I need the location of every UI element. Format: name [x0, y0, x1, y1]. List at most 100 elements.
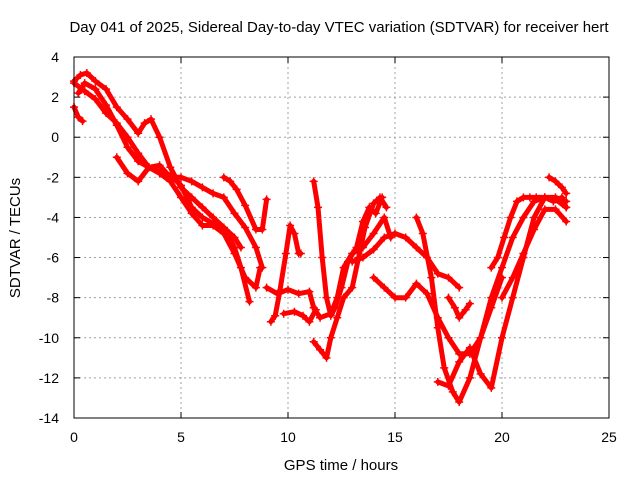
data-point-marker — [461, 305, 470, 314]
data-point-marker — [455, 357, 464, 366]
data-point-marker — [134, 177, 143, 186]
data-point-marker — [309, 337, 318, 346]
data-point-marker — [198, 221, 207, 230]
data-point-marker — [284, 285, 292, 294]
data-point-marker — [369, 245, 378, 254]
data-point-marker — [271, 311, 280, 320]
data-point-marker — [427, 273, 436, 282]
series-track-19 — [70, 103, 87, 126]
data-point-marker — [290, 307, 299, 316]
data-point-marker — [187, 209, 196, 218]
data-point-marker — [166, 173, 175, 182]
data-point-marker — [102, 85, 111, 94]
data-point-marker — [401, 293, 410, 302]
x-tick-label: 20 — [494, 429, 510, 445]
data-point-marker — [493, 253, 502, 262]
series-track-4 — [112, 153, 267, 272]
data-point-marker — [337, 283, 346, 292]
data-point-marker — [245, 297, 254, 306]
data-point-marker — [455, 313, 464, 322]
data-point-marker — [380, 213, 389, 222]
data-point-marker — [508, 273, 517, 282]
data-point-marker — [155, 169, 164, 178]
data-point-marker — [82, 69, 91, 78]
data-point-marker — [123, 143, 132, 152]
data-point-marker — [318, 253, 327, 262]
data-point-marker — [500, 233, 509, 242]
data-point-marker — [508, 293, 517, 302]
data-point-marker — [423, 289, 432, 298]
data-point-marker — [465, 343, 474, 352]
data-point-marker — [76, 71, 85, 80]
data-point-marker — [440, 363, 449, 372]
data-point-marker — [198, 183, 207, 192]
data-point-marker — [144, 163, 153, 172]
data-point-marker — [391, 293, 399, 302]
data-point-marker — [418, 229, 427, 238]
data-point-marker — [91, 77, 100, 86]
data-point-marker — [112, 153, 121, 162]
data-point-marker — [506, 213, 515, 222]
data-point-marker — [258, 225, 267, 234]
data-point-marker — [557, 183, 566, 192]
data-point-marker — [78, 117, 87, 126]
data-point-marker — [155, 161, 164, 170]
data-point-marker — [316, 345, 325, 354]
y-tick-label: -6 — [47, 250, 60, 266]
data-point-marker — [545, 173, 554, 182]
data-point-marker — [313, 203, 322, 212]
data-point-marker — [80, 79, 89, 88]
data-point-marker — [177, 193, 185, 202]
data-point-marker — [530, 225, 539, 234]
data-point-marker — [412, 243, 421, 252]
data-point-marker — [512, 197, 521, 206]
series-track-11 — [348, 229, 464, 292]
data-point-marker — [549, 197, 558, 206]
data-point-marker — [273, 289, 282, 298]
y-tick-label: -10 — [39, 330, 59, 346]
data-point-marker — [562, 189, 571, 198]
data-point-marker — [230, 209, 239, 218]
series-track-8 — [279, 305, 320, 326]
data-point-marker — [286, 221, 295, 230]
data-point-marker — [476, 333, 485, 342]
data-point-marker — [177, 181, 185, 190]
data-point-marker — [74, 113, 83, 122]
data-point-marker — [123, 115, 132, 124]
data-point-marker — [562, 217, 571, 226]
y-tick-label: 0 — [51, 129, 59, 145]
data-point-marker — [391, 229, 399, 238]
data-point-marker — [166, 163, 175, 172]
data-point-marker — [412, 279, 421, 288]
data-point-marker — [444, 293, 453, 302]
x-axis-label: GPS time / hours — [284, 457, 398, 474]
data-point-marker — [281, 249, 290, 258]
data-point-marker — [187, 177, 196, 186]
y-tick-label: -12 — [39, 370, 59, 386]
data-point-marker — [369, 229, 378, 238]
data-point-marker — [309, 177, 318, 186]
data-point-marker — [102, 101, 111, 110]
data-point-marker — [401, 233, 410, 242]
data-point-marker — [80, 87, 89, 96]
data-point-marker — [230, 249, 239, 258]
data-point-marker — [498, 263, 506, 272]
data-point-marker — [209, 189, 218, 198]
data-point-marker — [251, 283, 260, 292]
data-point-marker — [91, 85, 100, 94]
series-track-6 — [266, 221, 305, 326]
axis-ticks — [73, 56, 610, 419]
series-line — [546, 174, 569, 196]
data-point-marker — [298, 311, 307, 320]
data-point-marker — [450, 303, 459, 312]
data-point-marker — [279, 309, 288, 318]
series-track-15 — [444, 293, 474, 322]
series-track-10 — [309, 193, 391, 362]
data-point-marker — [382, 203, 391, 212]
data-point-marker — [316, 313, 325, 322]
series-track-17 — [498, 205, 571, 302]
data-point-marker — [487, 383, 496, 392]
data-point-marker — [198, 213, 207, 222]
data-point-marker — [177, 173, 185, 182]
